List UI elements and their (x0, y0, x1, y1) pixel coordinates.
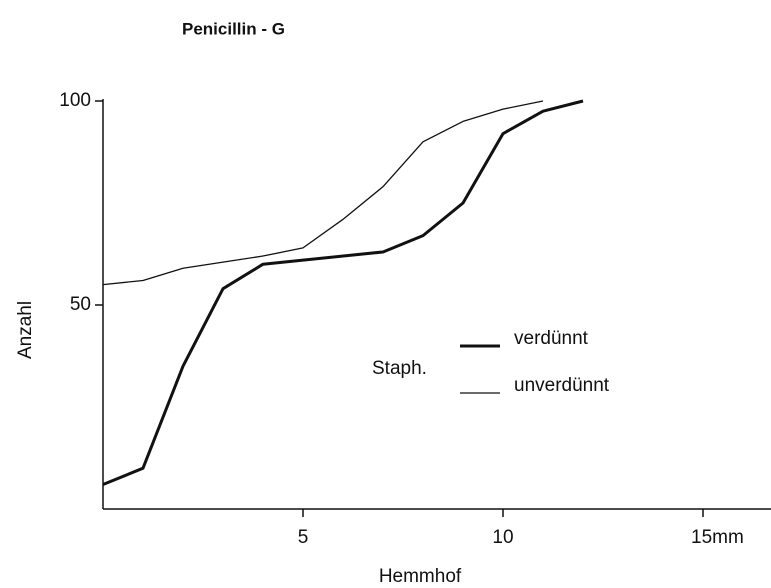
x-axis-label: Hemmhof (379, 566, 462, 587)
y-tick-label: 50 (70, 294, 91, 315)
line-series (102, 100, 544, 286)
x-tick-label: 5 (298, 527, 309, 548)
y-axis-label: Anzahl (15, 301, 36, 359)
x-tick-label: 10 (492, 527, 513, 548)
chart-title: Penicillin - G (182, 19, 285, 38)
legend-label: unverdünnt (514, 375, 610, 396)
line-series (102, 99, 584, 486)
legend-label: verdünnt (514, 328, 589, 349)
x-tick-label: 15mm (691, 527, 744, 548)
y-tick-label: 100 (59, 90, 91, 111)
legend-title: Staph. (372, 358, 427, 379)
